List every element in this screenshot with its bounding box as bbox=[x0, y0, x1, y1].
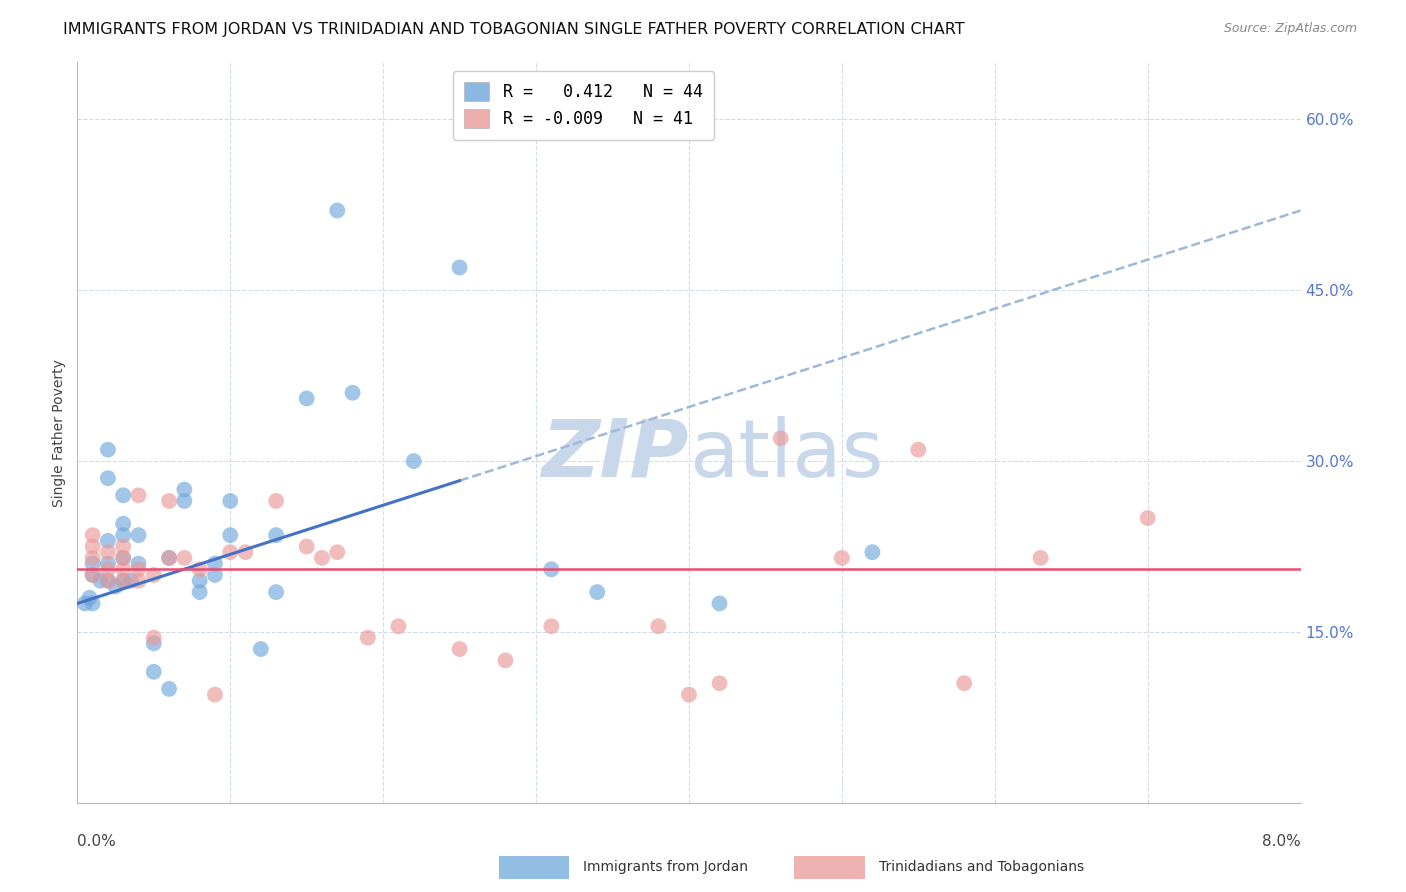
Point bbox=[120, 574, 142, 588]
Point bbox=[188, 585, 211, 599]
Point bbox=[128, 557, 150, 571]
Point bbox=[82, 550, 104, 565]
Point bbox=[82, 568, 104, 582]
Point bbox=[402, 454, 425, 468]
Point bbox=[831, 550, 853, 565]
Point bbox=[97, 574, 120, 588]
Point bbox=[173, 550, 195, 565]
Point bbox=[142, 568, 165, 582]
Point bbox=[128, 528, 150, 542]
Point bbox=[862, 545, 884, 559]
Point bbox=[204, 568, 226, 582]
Point bbox=[326, 545, 349, 559]
Y-axis label: Single Father Poverty: Single Father Poverty bbox=[52, 359, 66, 507]
Point bbox=[112, 516, 135, 531]
Point bbox=[104, 579, 127, 593]
Text: Trinidadians and Tobagonians: Trinidadians and Tobagonians bbox=[879, 860, 1084, 874]
Point bbox=[709, 676, 731, 690]
Point bbox=[97, 471, 120, 485]
Point bbox=[678, 688, 700, 702]
Point bbox=[157, 550, 180, 565]
Point bbox=[173, 483, 195, 497]
Point bbox=[357, 631, 380, 645]
Point bbox=[142, 631, 165, 645]
Point bbox=[97, 562, 120, 576]
Point bbox=[235, 545, 257, 559]
Point bbox=[204, 557, 226, 571]
Point bbox=[219, 494, 242, 508]
Text: Source: ZipAtlas.com: Source: ZipAtlas.com bbox=[1223, 22, 1357, 36]
Point bbox=[142, 665, 165, 679]
Point bbox=[647, 619, 669, 633]
Text: IMMIGRANTS FROM JORDAN VS TRINIDADIAN AND TOBAGONIAN SINGLE FATHER POVERTY CORRE: IMMIGRANTS FROM JORDAN VS TRINIDADIAN AN… bbox=[63, 22, 965, 37]
Point bbox=[295, 540, 318, 554]
Point bbox=[97, 574, 120, 588]
Point bbox=[128, 488, 150, 502]
Point bbox=[142, 636, 165, 650]
Point bbox=[157, 494, 180, 508]
Point bbox=[112, 550, 135, 565]
Point bbox=[97, 557, 120, 571]
Point bbox=[82, 557, 104, 571]
Point bbox=[449, 642, 471, 657]
Legend: R =   0.412   N = 44, R = -0.009   N = 41: R = 0.412 N = 44, R = -0.009 N = 41 bbox=[453, 70, 714, 140]
Text: 8.0%: 8.0% bbox=[1261, 834, 1301, 849]
Point bbox=[82, 568, 104, 582]
Point bbox=[82, 597, 104, 611]
Point bbox=[295, 392, 318, 406]
Point bbox=[907, 442, 929, 457]
Point bbox=[173, 494, 195, 508]
Point bbox=[264, 494, 287, 508]
Point bbox=[540, 562, 562, 576]
Point bbox=[157, 550, 180, 565]
Point bbox=[112, 528, 135, 542]
Point bbox=[97, 545, 120, 559]
Text: ZIP: ZIP bbox=[541, 416, 689, 494]
Point bbox=[449, 260, 471, 275]
Point bbox=[769, 431, 792, 445]
Point bbox=[264, 528, 287, 542]
Point bbox=[495, 653, 517, 667]
Point bbox=[250, 642, 273, 657]
Point bbox=[89, 574, 111, 588]
Point bbox=[82, 540, 104, 554]
Point bbox=[97, 442, 120, 457]
Point bbox=[112, 550, 135, 565]
Point bbox=[157, 681, 180, 696]
Point bbox=[540, 619, 562, 633]
Point bbox=[128, 574, 150, 588]
Point bbox=[311, 550, 333, 565]
Text: 0.0%: 0.0% bbox=[77, 834, 117, 849]
Point bbox=[219, 528, 242, 542]
Point bbox=[112, 540, 135, 554]
Point bbox=[97, 533, 120, 548]
Point bbox=[79, 591, 101, 605]
Point bbox=[112, 574, 135, 588]
Point bbox=[112, 562, 135, 576]
Point bbox=[953, 676, 976, 690]
Point bbox=[73, 597, 96, 611]
Point bbox=[387, 619, 409, 633]
Point bbox=[264, 585, 287, 599]
Text: Immigrants from Jordan: Immigrants from Jordan bbox=[583, 860, 748, 874]
Point bbox=[219, 545, 242, 559]
Point bbox=[326, 203, 349, 218]
Point bbox=[188, 562, 211, 576]
Point bbox=[709, 597, 731, 611]
Point bbox=[112, 488, 135, 502]
Text: atlas: atlas bbox=[689, 416, 883, 494]
Point bbox=[128, 562, 150, 576]
Point bbox=[112, 574, 135, 588]
Point bbox=[204, 688, 226, 702]
Point bbox=[342, 385, 364, 400]
Point bbox=[1029, 550, 1052, 565]
Point bbox=[82, 528, 104, 542]
Point bbox=[188, 574, 211, 588]
Point bbox=[586, 585, 609, 599]
Point bbox=[1136, 511, 1159, 525]
